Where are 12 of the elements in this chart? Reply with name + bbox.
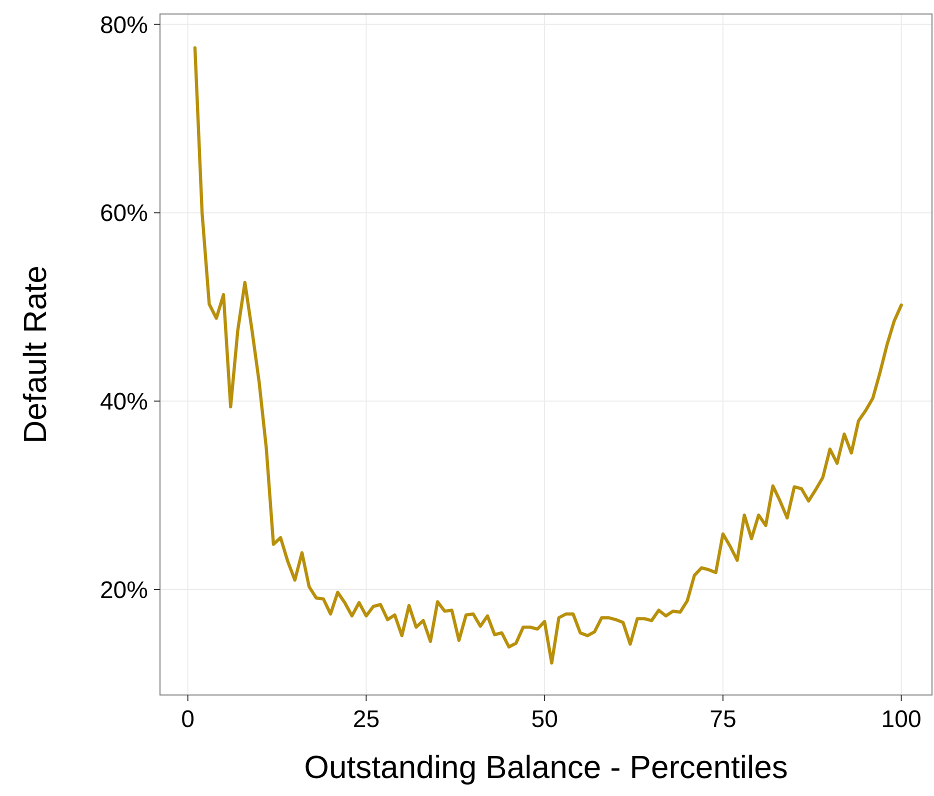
y-tick-label: 40% xyxy=(100,388,148,416)
x-axis-title: Outstanding Balance - Percentiles xyxy=(304,749,788,785)
y-axis-title: Default Rate xyxy=(17,266,53,444)
line-series xyxy=(193,46,903,665)
x-tick-label: 0 xyxy=(181,706,195,733)
x-tick-label: 100 xyxy=(881,706,922,733)
x-tick-label: 75 xyxy=(710,706,736,733)
x-tick-label: 50 xyxy=(531,706,558,733)
y-tick-label: 80% xyxy=(100,12,148,39)
y-tick-label: 60% xyxy=(100,200,148,228)
x-tick-label: 25 xyxy=(352,706,380,733)
y-tick-label: 20% xyxy=(100,576,148,604)
